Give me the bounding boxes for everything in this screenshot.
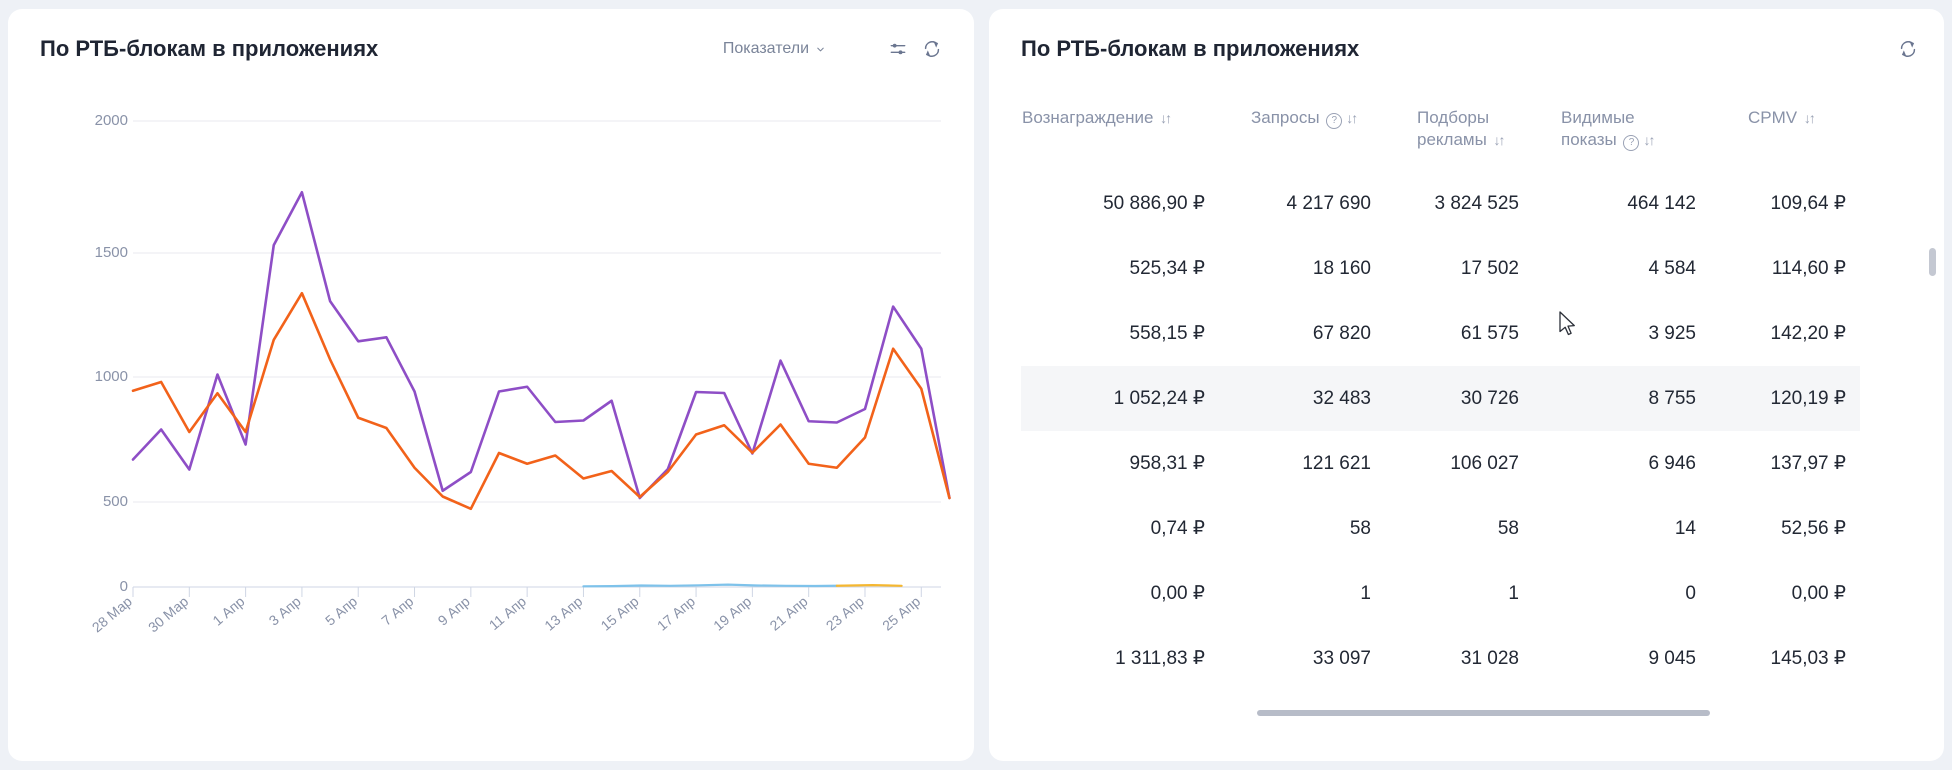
svg-text:2000: 2000 [95,112,128,129]
svg-text:1500: 1500 [95,244,128,261]
svg-text:11 Апр: 11 Апр [486,593,529,633]
svg-text:17 Апр: 17 Апр [654,593,698,634]
svg-text:15 Апр: 15 Апр [598,593,642,634]
svg-text:500: 500 [103,493,128,510]
svg-text:5 Апр: 5 Апр [322,593,360,629]
svg-text:1 Апр: 1 Апр [209,593,247,629]
svg-text:19 Апр: 19 Апр [710,593,754,634]
svg-text:25 Апр: 25 Апр [879,593,923,634]
svg-text:23 Апр: 23 Апр [823,593,867,634]
svg-text:9 Апр: 9 Апр [435,593,473,629]
svg-text:28 Мар: 28 Мар [89,593,135,636]
svg-text:3 Апр: 3 Апр [266,593,304,629]
svg-text:30 Мар: 30 Мар [145,593,191,636]
svg-text:1000: 1000 [95,368,128,385]
svg-text:13 Апр: 13 Апр [541,593,585,634]
svg-text:7 Апр: 7 Апр [378,593,416,629]
svg-text:21 Апр: 21 Апр [766,593,810,634]
